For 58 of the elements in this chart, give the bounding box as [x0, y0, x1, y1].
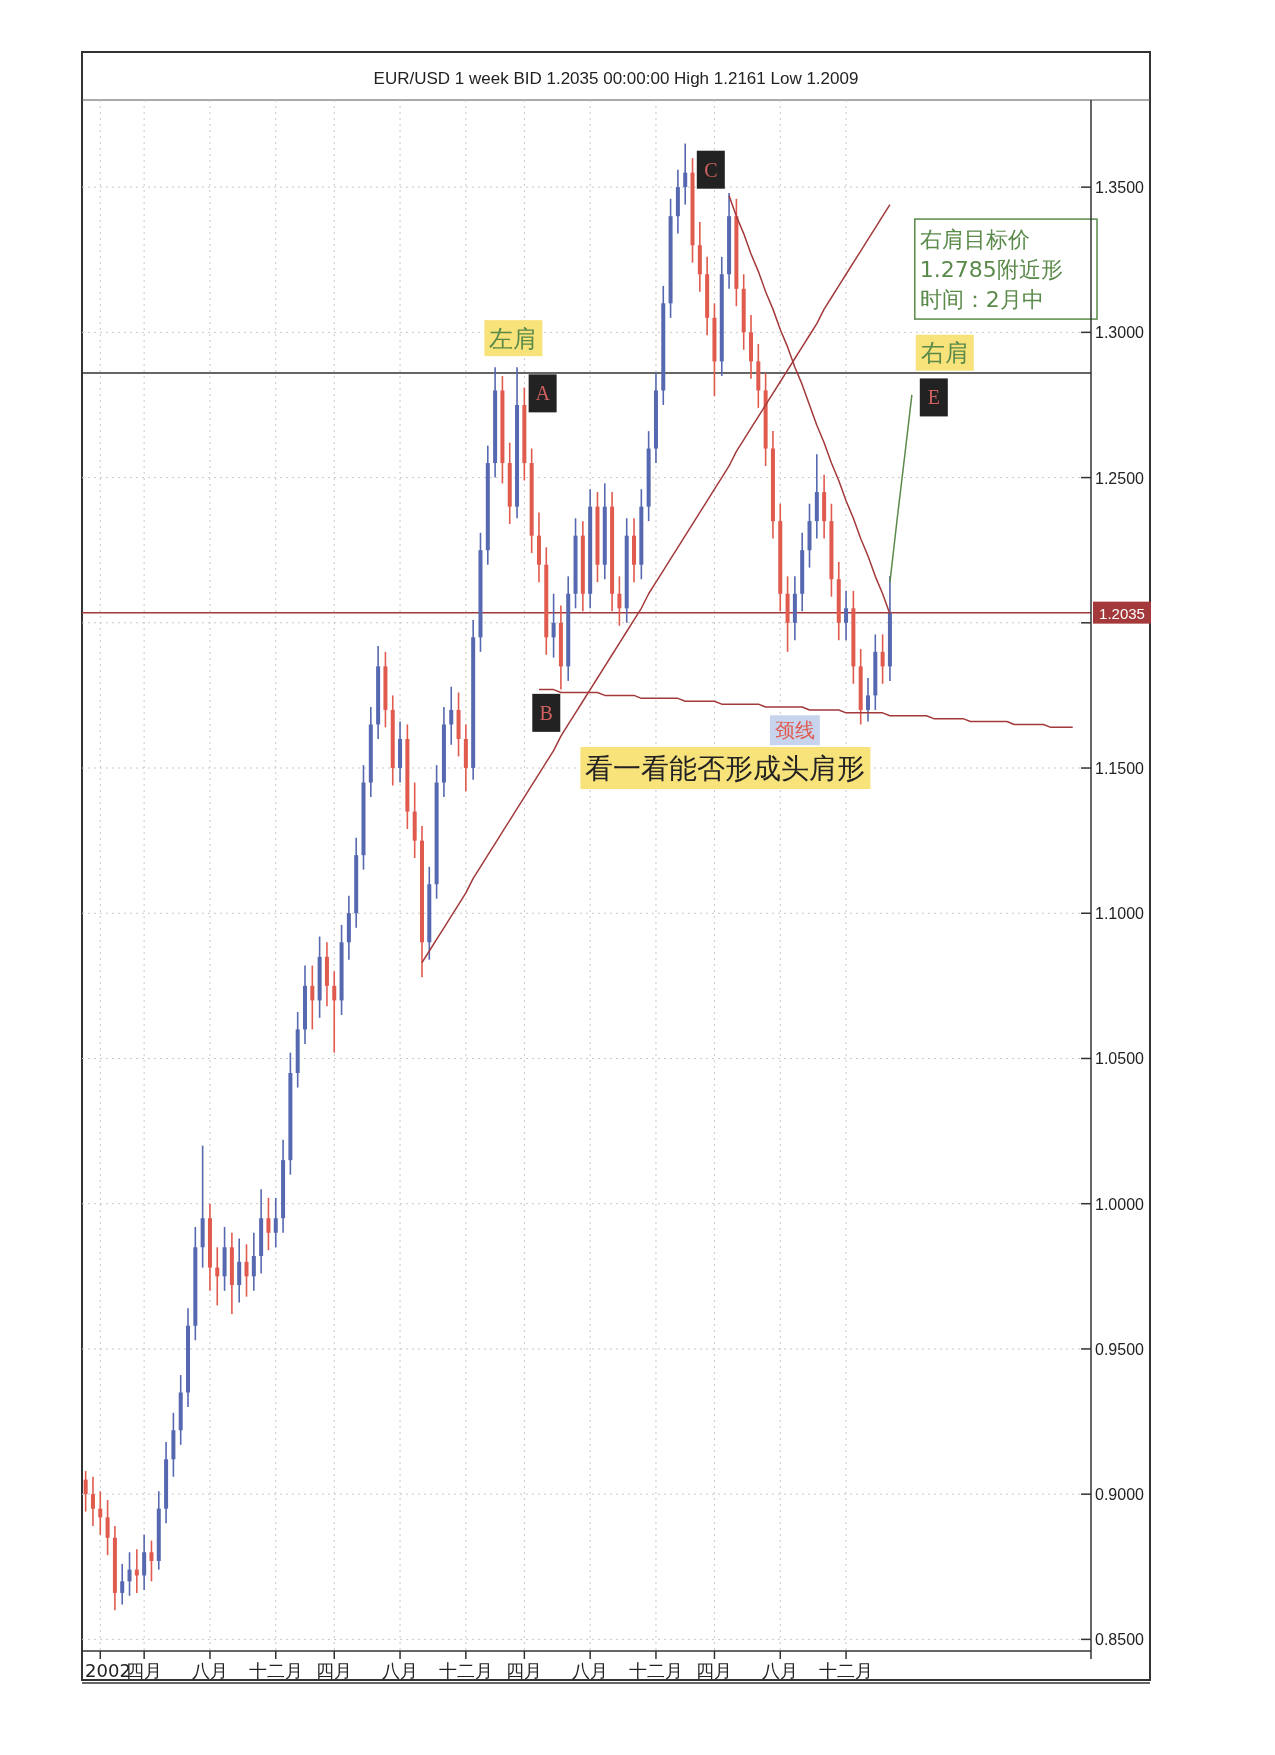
annotation: C [704, 158, 718, 181]
candlestick [266, 1197, 271, 1251]
candlestick [237, 1237, 242, 1304]
x-tick-label: 四月 [506, 1660, 543, 1681]
candlestick [683, 142, 688, 206]
candlestick [127, 1551, 132, 1597]
x-tick-label: 四月 [316, 1660, 353, 1681]
x-tick-label: 十二月 [248, 1660, 303, 1681]
candlestick [551, 592, 556, 659]
x-tick-label: 十二月 [628, 1660, 683, 1681]
x-tick-label: 八月 [572, 1660, 609, 1681]
candlestick [449, 685, 454, 746]
y-tick-label: 1.2500 [1095, 469, 1145, 487]
x-tick-label: 十二月 [438, 1660, 493, 1681]
annotation: E [927, 386, 940, 409]
annotation: B [539, 701, 553, 724]
candlestick [332, 970, 337, 1054]
candlestick [149, 1539, 154, 1583]
candlestick [83, 1470, 88, 1513]
x-tick-label: 八月 [762, 1660, 799, 1681]
candlestick [244, 1243, 249, 1298]
candlestick [120, 1563, 125, 1606]
y-tick-label: 1.1500 [1095, 760, 1145, 778]
annotation: 左肩 [489, 324, 538, 353]
candlestick [866, 677, 870, 723]
candlestick [105, 1499, 110, 1556]
x-tick-label: 八月 [382, 1660, 419, 1681]
y-tick-label: 1.3500 [1095, 179, 1145, 197]
y-tick-label: 0.9500 [1095, 1340, 1145, 1358]
chart-title: EUR/USD 1 week BID 1.2035 00:00:00 High 1.2161 Low 1.2009 [373, 69, 859, 88]
candlestick [215, 1246, 220, 1307]
annotation: 右肩 [920, 339, 969, 368]
line-series [889, 394, 913, 583]
y-tick-label: 0.8500 [1095, 1631, 1145, 1649]
x-tick-label: 十二月 [819, 1660, 874, 1681]
y-tick-label: 1.1000 [1095, 905, 1145, 923]
y-tick-label: 1.3000 [1095, 324, 1145, 342]
annotation: 看一看能否形成头肩形 [585, 752, 866, 786]
ref-line-label: 1.2035 [1099, 604, 1145, 622]
x-tick-label: 八月 [191, 1660, 228, 1681]
annotation: 时间：2月中 [919, 287, 1044, 313]
annotation: A [535, 382, 551, 405]
y-tick-label: 1.0000 [1095, 1195, 1145, 1213]
annotation: 1.2785附近形 [919, 257, 1063, 283]
candlestick [98, 1490, 103, 1536]
candlestick [142, 1534, 147, 1591]
candlestick [273, 1197, 278, 1249]
annotation: 颈线 [774, 718, 815, 743]
annotation: 右肩目标价 [919, 227, 1030, 253]
candlestick [310, 964, 315, 1031]
candlestick [844, 590, 849, 642]
y-tick-label: 0.9000 [1095, 1486, 1145, 1504]
candlestick [880, 633, 885, 685]
candlestick [617, 575, 622, 627]
candlestick [90, 1475, 95, 1527]
candlestick [251, 1231, 256, 1292]
y-tick-label: 1.0500 [1095, 1050, 1145, 1068]
x-tick-label: 四月 [696, 1660, 733, 1681]
